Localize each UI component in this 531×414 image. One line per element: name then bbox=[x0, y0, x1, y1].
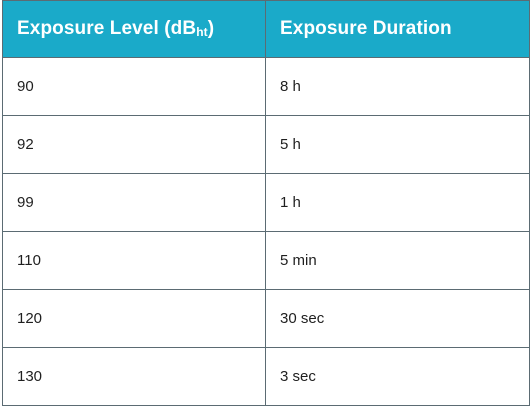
exposure-duration-cell: 30 sec bbox=[265, 289, 530, 348]
exposure-level-cell: 110 bbox=[2, 231, 266, 290]
header-exposure-duration: Exposure Duration bbox=[265, 0, 530, 58]
header-exposure-level-prefix: Exposure Level (dB bbox=[17, 18, 197, 39]
table-row: 90 8 h bbox=[2, 57, 530, 116]
table-row: 130 3 sec bbox=[2, 347, 530, 406]
exposure-duration-cell: 8 h bbox=[265, 57, 530, 116]
exposure-level-cell: 92 bbox=[2, 115, 266, 174]
exposure-duration-cell: 5 h bbox=[265, 115, 530, 174]
exposure-duration-cell: 5 min bbox=[265, 231, 530, 290]
exposure-level-cell: 120 bbox=[2, 289, 266, 348]
exposure-level-cell: 90 bbox=[2, 57, 266, 116]
header-exposure-level-suffix: ) bbox=[207, 18, 215, 39]
header-exposure-level: Exposure Level (dBht) bbox=[2, 0, 266, 58]
exposure-table: Exposure Level (dBht) Exposure Duration … bbox=[2, 0, 530, 406]
table-row: 92 5 h bbox=[2, 115, 530, 174]
exposure-duration-cell: 1 h bbox=[265, 173, 530, 232]
exposure-level-cell: 130 bbox=[2, 347, 266, 406]
table-header: Exposure Level (dBht) Exposure Duration bbox=[2, 0, 530, 58]
header-row: Exposure Level (dBht) Exposure Duration bbox=[2, 0, 530, 58]
table-row: 110 5 min bbox=[2, 231, 530, 290]
exposure-duration-cell: 3 sec bbox=[265, 347, 530, 406]
exposure-level-cell: 99 bbox=[2, 173, 266, 232]
table-body: 90 8 h 92 5 h 99 1 h 110 5 min 120 30 se… bbox=[2, 57, 530, 406]
table-row: 99 1 h bbox=[2, 173, 530, 232]
table-row: 120 30 sec bbox=[2, 289, 530, 348]
header-exposure-level-subscript: ht bbox=[196, 25, 208, 39]
